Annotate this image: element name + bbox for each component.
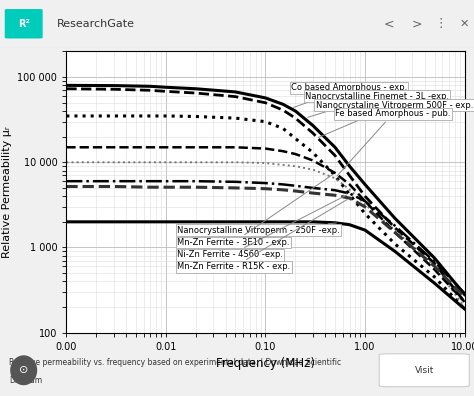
Text: ✕: ✕: [460, 19, 469, 29]
Text: Nanocrystalline Vitroperm - 250F -exp.: Nanocrystalline Vitroperm - 250F -exp.: [177, 223, 340, 234]
Text: >: >: [412, 17, 422, 30]
Y-axis label: Relative Permeability μᵣ: Relative Permeability μᵣ: [2, 126, 12, 258]
Text: Visit: Visit: [415, 366, 434, 375]
Text: ⋮: ⋮: [435, 17, 447, 30]
Circle shape: [11, 356, 36, 385]
X-axis label: Frequency (MHz): Frequency (MHz): [216, 357, 315, 370]
Text: Nanocrystalline Finemet - 3L -exp.: Nanocrystalline Finemet - 3L -exp.: [305, 91, 449, 117]
Text: ResearchGate: ResearchGate: [57, 19, 135, 29]
Text: Nanocrystaline Vitroperm 500F - exp.: Nanocrystaline Vitroperm 500F - exp.: [316, 101, 473, 137]
Text: Diagram: Diagram: [9, 376, 43, 385]
Text: ⊙: ⊙: [19, 365, 28, 375]
Text: Ni-Zn Ferrite - 4S60 -exp.: Ni-Zn Ferrite - 4S60 -exp.: [177, 195, 347, 259]
FancyBboxPatch shape: [5, 9, 43, 38]
Text: Fe based Amorphous - pub.: Fe based Amorphous - pub.: [335, 109, 450, 176]
Text: Mn-Zn Ferrite - R15K - exp.: Mn-Zn Ferrite - R15K - exp.: [177, 200, 347, 272]
Text: Mn-Zn Ferrite - 3E10 - exp.: Mn-Zn Ferrite - 3E10 - exp.: [177, 175, 333, 247]
Text: <: <: [383, 17, 394, 30]
Text: Relative permeability vs. frequency based on experimental data. | Download Scien: Relative permeability vs. frequency base…: [9, 358, 342, 367]
Text: Co based Amorphous - exp.: Co based Amorphous - exp.: [291, 83, 407, 107]
Text: R²: R²: [18, 19, 29, 29]
FancyBboxPatch shape: [379, 354, 469, 387]
